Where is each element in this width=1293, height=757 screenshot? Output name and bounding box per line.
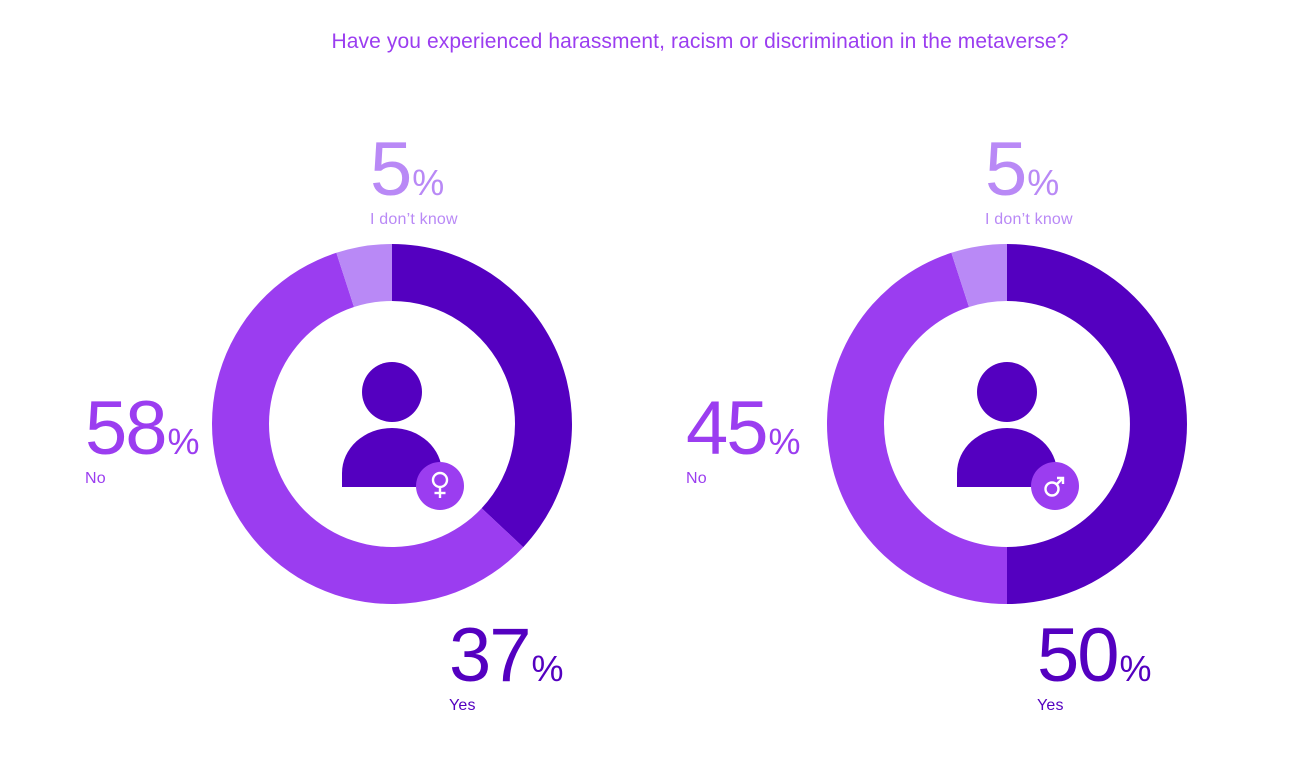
donut-segments <box>827 244 1187 605</box>
caption-yes-male: Yes <box>1037 697 1064 714</box>
value-dont-know-female: 5 <box>370 127 412 212</box>
percent-sign: % <box>1119 648 1152 689</box>
segment-i-don-t-know <box>336 244 392 308</box>
caption-no-male: No <box>686 470 707 487</box>
label-no-male: 45% No <box>686 391 801 487</box>
segment-yes <box>1007 244 1187 604</box>
label-no-female: 58% No <box>85 391 200 487</box>
donut-segments <box>212 244 572 605</box>
value-no-male: 45 <box>686 386 769 471</box>
percent-sign: % <box>167 421 200 462</box>
donut-chart-female <box>212 244 572 605</box>
segment-i-don-t-know <box>951 244 1007 308</box>
percent-sign: % <box>531 648 564 689</box>
segment-no <box>212 252 524 605</box>
caption-yes-female: Yes <box>449 697 476 714</box>
caption-dont-know-male: I don’t know <box>985 211 1073 228</box>
label-yes-male: 50% Yes <box>1037 618 1152 714</box>
label-dont-know-female: 5% I don’t know <box>370 132 458 228</box>
segment-no <box>827 252 1007 605</box>
label-yes-female: 37% Yes <box>449 618 564 714</box>
donut-chart-male <box>827 244 1187 605</box>
male-symbol-icon <box>1031 462 1079 510</box>
value-no-female: 58 <box>85 386 168 471</box>
label-dont-know-male: 5% I don’t know <box>985 132 1073 228</box>
person-figure-icon <box>342 362 442 487</box>
chart-title: Have you experienced harassment, racism … <box>331 30 1069 53</box>
caption-no-female: No <box>85 470 106 487</box>
value-yes-female: 37 <box>449 613 532 698</box>
percent-sign: % <box>412 162 445 203</box>
percent-sign: % <box>768 421 801 462</box>
segment-yes <box>392 244 572 548</box>
caption-dont-know-female: I don’t know <box>370 211 458 228</box>
female-symbol-icon <box>416 462 464 510</box>
value-yes-male: 50 <box>1037 613 1120 698</box>
person-figure-icon <box>957 362 1057 487</box>
percent-sign: % <box>1027 162 1060 203</box>
value-dont-know-male: 5 <box>985 127 1027 212</box>
